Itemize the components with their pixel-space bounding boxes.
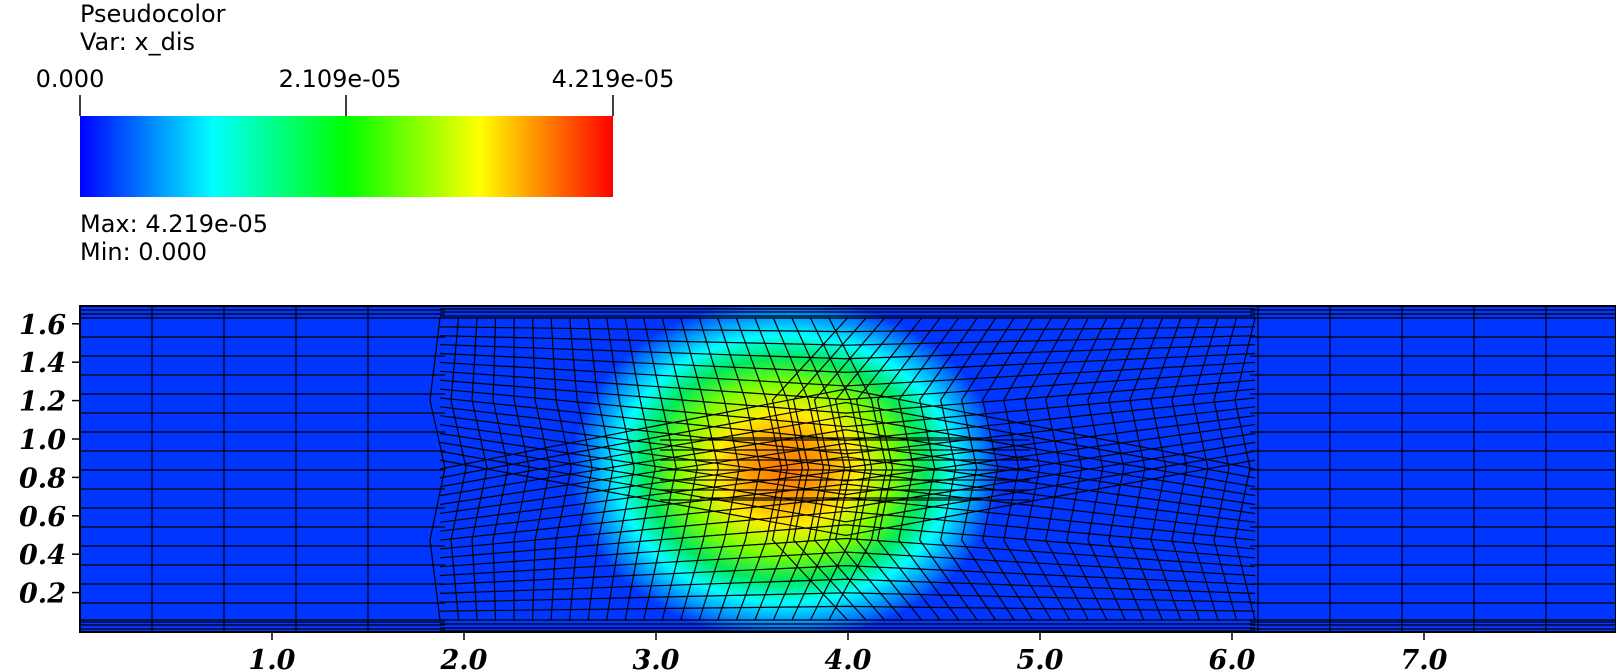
x-tick-label: 7.0: [1401, 645, 1448, 672]
y-tick-label: 0.4: [19, 540, 66, 571]
y-tick-label: 1.4: [19, 348, 66, 379]
x-tick-label: 6.0: [1209, 645, 1256, 672]
legend-title: Pseudocolor: [80, 0, 226, 28]
legend-colorbar: [80, 116, 613, 197]
legend-tick-label: 0.000: [35, 65, 105, 93]
legend-tick-label: 4.219e-05: [551, 65, 675, 93]
legend-min: Min: 0.000: [80, 238, 208, 266]
y-axis: 1.6 1.4 1.2 1.0 0.8 0.6 0.4 0.2: [19, 310, 80, 610]
y-tick-label: 0.2: [19, 579, 66, 610]
x-tick-label: 2.0: [440, 645, 488, 672]
y-tick-label: 0.6: [19, 502, 66, 533]
legend-tick-label: 2.109e-05: [278, 65, 402, 93]
x-tick-label: 5.0: [1017, 645, 1064, 672]
x-axis: 1.0 2.0 3.0 4.0 5.0 6.0 7.0: [249, 632, 1448, 672]
legend-max: Max: 4.219e-05: [80, 210, 269, 238]
y-tick-label: 0.8: [19, 463, 66, 494]
x-tick-label: 1.0: [249, 645, 296, 672]
y-tick-label: 1.2: [19, 387, 66, 418]
y-tick-label: 1.0: [19, 425, 66, 456]
x-tick-label: 3.0: [633, 645, 680, 672]
y-tick-label: 1.6: [19, 310, 66, 341]
legend-variable: Var: x_dis: [80, 28, 196, 56]
x-tick-label: 4.0: [825, 645, 872, 672]
